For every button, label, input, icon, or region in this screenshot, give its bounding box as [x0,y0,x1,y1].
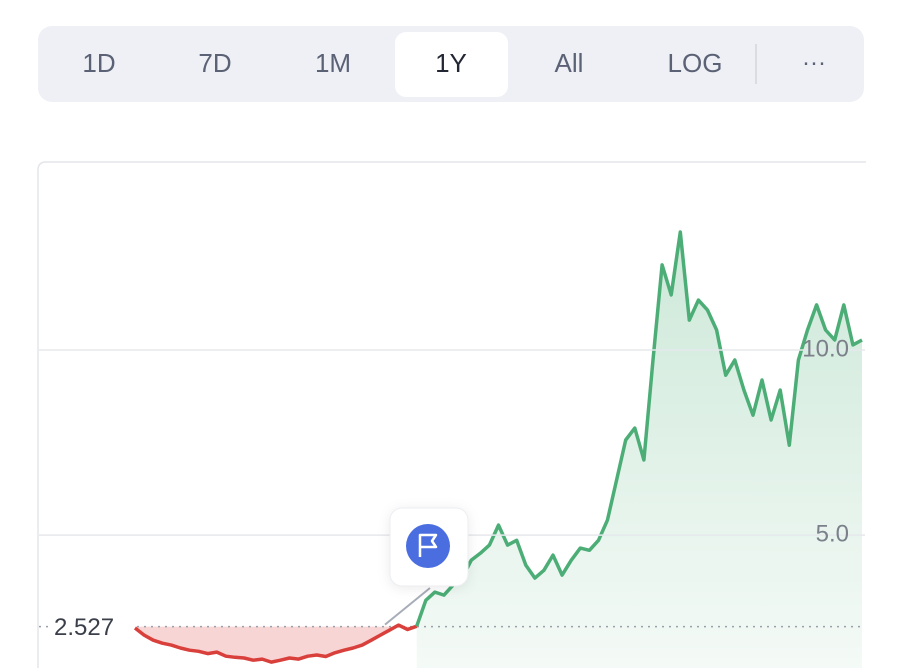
y-tick-label: 10.0 [802,335,849,362]
tab[interactable]: 7D [198,48,231,78]
tab[interactable]: All [555,48,584,78]
tab-selected-bg [395,32,508,97]
area [135,625,417,663]
more-button[interactable]: ··· [802,49,826,76]
baseline-label-bg [48,608,132,645]
flag-connector [384,587,431,626]
tab[interactable]: LOG [668,48,723,78]
tab[interactable]: 1M [315,48,351,78]
price-line [133,623,418,664]
baseline-label: 2.527 [54,614,114,641]
tab[interactable]: 1Y [435,48,467,78]
flag-icon [418,533,438,557]
price-line [415,230,863,627]
tab[interactable]: 1D [82,48,115,78]
y-tick-label: 5.0 [816,520,849,547]
plot [39,230,865,668]
chart-frame [37,161,866,668]
